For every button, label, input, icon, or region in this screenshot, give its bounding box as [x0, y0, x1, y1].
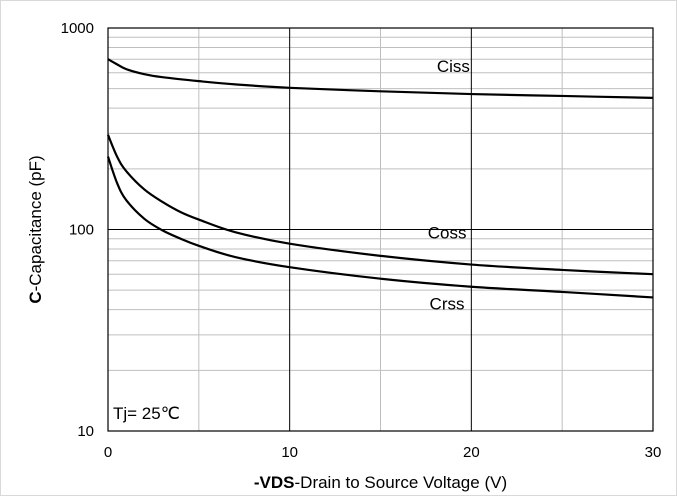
series-label-ciss: Ciss	[437, 57, 470, 76]
x-axis-title-symbol: -VDS	[254, 473, 295, 492]
x-tick-label: 10	[281, 444, 298, 461]
x-axis-title-text: -Drain to Source Voltage (V)	[295, 473, 508, 492]
x-axis-title: -VDS-Drain to Source Voltage (V)	[254, 473, 507, 492]
temperature-annotation: Tj= 25℃	[113, 404, 180, 423]
y-axis-title-text: -Capacitance (pF)	[26, 155, 45, 291]
series-label-crss: Crss	[430, 295, 465, 314]
series-line-coss	[106, 134, 654, 276]
y-axis-title-symbol: C	[26, 291, 45, 303]
y-axis-title: C-Capacitance (pF)	[26, 155, 45, 303]
y-tick-label: 100	[69, 222, 94, 239]
series-labels: Ciss Coss Crss	[428, 57, 470, 314]
series-label-coss: Coss	[428, 224, 467, 243]
plot-border	[107, 27, 654, 432]
y-tick-label: 10	[77, 423, 94, 440]
series-line-crss	[106, 156, 654, 299]
tick-labels: 0 10 20 30 10 100 1000	[61, 20, 662, 461]
x-tick-label: 0	[104, 444, 112, 461]
series-lines	[106, 58, 654, 299]
series-line-ciss	[107, 58, 654, 99]
x-tick-label: 30	[645, 444, 662, 461]
y-tick-label: 1000	[61, 20, 94, 37]
x-tick-label: 20	[463, 444, 480, 461]
grid	[108, 28, 653, 431]
